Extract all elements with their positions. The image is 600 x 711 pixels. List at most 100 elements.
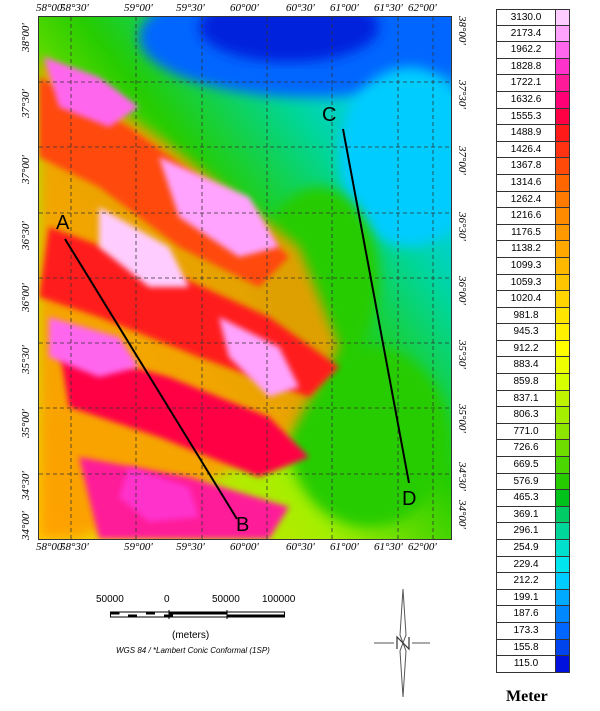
legend-value: 199.1 [497, 589, 556, 606]
legend-value: 1632.6 [497, 91, 556, 108]
elevation-map [38, 16, 452, 540]
legend-value: 883.4 [497, 357, 556, 374]
right-tick-label: 35°00' [456, 404, 468, 433]
legend-swatch [556, 556, 569, 573]
legend-value: 576.9 [497, 473, 556, 490]
right-tick-label: 36°30' [456, 212, 468, 241]
north-arrow-icon [372, 585, 432, 705]
legend-swatch [556, 606, 569, 622]
top-tick-label: 60°00' [230, 2, 259, 14]
left-tick-label: 37°30' [20, 89, 32, 118]
legend-swatch [556, 257, 569, 274]
top-tick-label: 62°00' [408, 2, 437, 14]
legend-entry: 1138.2 [496, 241, 570, 258]
right-tick-label: 37°00' [456, 146, 468, 175]
legend-swatch [556, 75, 569, 91]
legend-value: 859.8 [497, 374, 556, 390]
legend-entry: 1262.4 [496, 191, 570, 209]
left-tick-label: 38°00' [20, 23, 32, 52]
left-tick-label: 34°30' [20, 471, 32, 500]
legend-value: 369.1 [497, 506, 556, 523]
bottom-tick-label: 59°30' [176, 541, 205, 553]
legend-entry: 837.1 [496, 390, 570, 408]
legend-swatch [556, 440, 569, 457]
left-tick-label: 35°00' [20, 409, 32, 438]
profile-line-a-b [64, 238, 238, 520]
scale-label: 100000 [262, 594, 296, 605]
legend-value: 3130.0 [497, 10, 556, 25]
legend-swatch [556, 274, 569, 291]
legend-value: 771.0 [497, 423, 556, 440]
legend-value: 1176.5 [497, 224, 556, 241]
right-tick-label: 34°30' [456, 462, 468, 491]
top-tick-label: 60°30' [286, 2, 315, 14]
scale-label: 50000 [212, 594, 240, 605]
legend-swatch [556, 91, 569, 108]
legend-swatch [556, 42, 569, 58]
bottom-tick-label: 59°00' [124, 541, 153, 553]
top-tick-label: 59°00' [124, 2, 153, 14]
right-tick-label: 36°00' [456, 276, 468, 305]
legend-entry: 1216.6 [496, 208, 570, 225]
legend-swatch [556, 473, 569, 490]
legend-entry: 1020.4 [496, 291, 570, 308]
legend-entry: 669.5 [496, 457, 570, 474]
legend-entry: 1099.3 [496, 257, 570, 275]
legend-value: 1216.6 [497, 208, 556, 224]
legend-entry: 859.8 [496, 374, 570, 391]
legend-entry: 981.8 [496, 307, 570, 325]
legend-swatch [556, 573, 569, 589]
elevation-legend: 3130.0 2173.4 1962.2 1828.8 1722.1 1632.6 1555… [496, 9, 570, 673]
legend-swatch [556, 158, 569, 174]
legend-value: 945.3 [497, 324, 556, 340]
scale-bar: 50000 0 50000 100000 [96, 594, 295, 624]
legend-entry: 229.4 [496, 556, 570, 574]
legend-entry: 1426.4 [496, 141, 570, 159]
legend-value: 669.5 [497, 457, 556, 473]
projection-label: WGS 84 / *Lambert Conic Conformal (1SP) [116, 646, 270, 655]
legend-swatch [556, 506, 569, 523]
legend-swatch [556, 390, 569, 407]
legend-entry: 1962.2 [496, 42, 570, 59]
legend-value: 1426.4 [497, 141, 556, 158]
legend-entry: 945.3 [496, 324, 570, 341]
bottom-tick-label: 58°00' [36, 541, 65, 553]
legend-value: 1262.4 [497, 191, 556, 208]
legend-swatch [556, 622, 569, 639]
profile-label-a: A [56, 212, 70, 234]
legend-value: 254.9 [497, 540, 556, 556]
profile-line-c-d [342, 128, 410, 484]
left-tick-label: 36°30' [20, 221, 32, 250]
profile-label-b: B [236, 514, 250, 536]
legend-entry: 1722.1 [496, 75, 570, 92]
legend-value: 1555.3 [497, 108, 556, 125]
legend-swatch [556, 490, 569, 506]
legend-entry: 155.8 [496, 639, 570, 657]
legend-swatch [556, 241, 569, 257]
legend-entry: 2173.4 [496, 25, 570, 43]
bottom-tick-label: 61°30' [374, 541, 403, 553]
legend-swatch [556, 357, 569, 374]
bottom-tick-label: 60°00' [230, 541, 259, 553]
legend-value: 1314.6 [497, 174, 556, 191]
legend-value: 115.0 [497, 656, 556, 672]
legend-swatch [556, 58, 569, 75]
legend-entry: 1059.3 [496, 274, 570, 292]
legend-value: 1488.9 [497, 125, 556, 141]
legend-entry: 173.3 [496, 622, 570, 640]
scale-label: 50000 [96, 594, 124, 605]
legend-swatch [556, 340, 569, 357]
profile-label-c: C [322, 104, 337, 126]
legend-entry: 1828.8 [496, 58, 570, 76]
legend-swatch [556, 208, 569, 224]
legend-value: 296.1 [497, 523, 556, 539]
legend-entry: 1367.8 [496, 158, 570, 175]
legend-value: 2173.4 [497, 25, 556, 42]
legend-value: 155.8 [497, 639, 556, 656]
legend-value: 837.1 [497, 390, 556, 407]
legend-entry: 3130.0 [496, 9, 570, 26]
top-tick-label: 58°30' [60, 2, 89, 14]
legend-value: 229.4 [497, 556, 556, 573]
legend-value: 912.2 [497, 340, 556, 357]
legend-entry: 115.0 [496, 656, 570, 673]
